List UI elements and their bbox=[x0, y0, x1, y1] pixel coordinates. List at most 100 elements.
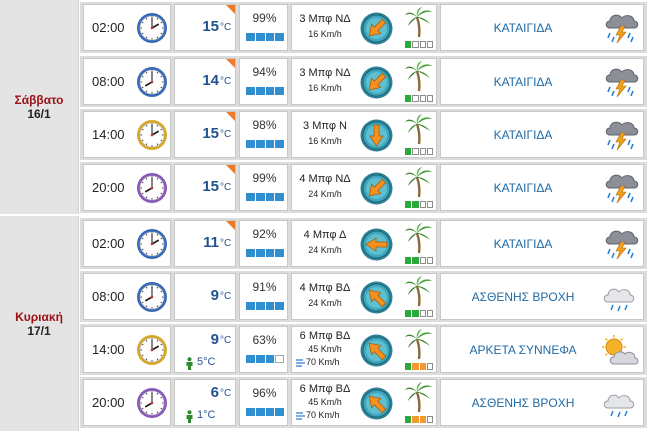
forecast-row[interactable]: 02:00 11 °C 92% 4 Μπφ Δ 24 Km/h ΚΑΤΑΙΓΙΔΑ bbox=[80, 218, 647, 269]
humidity-cell: 99% bbox=[239, 4, 288, 51]
humidity-cell: 94% bbox=[239, 58, 288, 105]
thunderstorm-icon bbox=[601, 65, 639, 101]
humidity-bar bbox=[246, 33, 284, 41]
condition-cell: ΑΣΘΕΝΗΣ ΒΡΟΧΗ bbox=[440, 273, 644, 320]
forecast-row[interactable]: 20:00 6 °C 1°C 96% 6 Μπφ ΒΔ 45 Km/h 70 Km/h ΑΣΘΕ… bbox=[80, 377, 647, 428]
temperature-cell: 15 °C bbox=[174, 111, 236, 158]
warning-flag-icon bbox=[226, 112, 235, 121]
humidity-segment bbox=[265, 140, 275, 148]
condition-cell: ΑΣΘΕΝΗΣ ΒΡΟΧΗ bbox=[440, 379, 644, 426]
temperature-unit: °C bbox=[220, 291, 232, 302]
palm-tree-icon bbox=[404, 275, 434, 307]
partly-cloudy-icon bbox=[601, 333, 639, 369]
wind-strength-segment bbox=[412, 41, 419, 48]
wind-direction-icon bbox=[360, 387, 393, 420]
palm-tree-icon bbox=[404, 113, 434, 145]
wind-direction-icon bbox=[360, 119, 393, 152]
temperature-unit: °C bbox=[220, 182, 232, 193]
forecast-row[interactable]: 14:00 9 °C 5°C 63% 6 Μπφ ΒΔ 45 Km/h 70 Km/h ΑΡΚΕ… bbox=[80, 324, 647, 375]
humidity-cell: 63% bbox=[239, 326, 288, 373]
wind-cell: 3 Μπφ ΝΔ 16 Km/h bbox=[291, 58, 437, 105]
wind-strength-bar bbox=[405, 148, 433, 155]
clock-icon bbox=[136, 172, 168, 204]
humidity-value: 99% bbox=[252, 171, 277, 185]
wind-strength-segment bbox=[412, 416, 419, 423]
wind-strength-segment bbox=[426, 416, 433, 423]
time-label: 02:00 bbox=[92, 236, 125, 251]
clock-icon bbox=[136, 66, 168, 98]
gust-icon bbox=[296, 411, 306, 420]
humidity-bar bbox=[246, 140, 284, 148]
condition-label: ΚΑΤΑΙΓΙΔΑ bbox=[493, 75, 553, 89]
wind-strength-segment bbox=[412, 310, 419, 317]
palm-tree-icon bbox=[404, 381, 434, 413]
humidity-segment bbox=[255, 33, 265, 41]
warning-flag-icon bbox=[226, 59, 235, 68]
wind-strength-segment bbox=[405, 416, 412, 423]
forecast-row[interactable]: 08:00 9 °C 91% 4 Μπφ ΒΔ 24 Km/h ΑΣΘΕΝΗΣ ΒΡΟΧΗ bbox=[80, 271, 647, 322]
time-label: 08:00 bbox=[92, 289, 125, 304]
time-label: 20:00 bbox=[92, 395, 125, 410]
temperature-unit: °C bbox=[220, 238, 232, 249]
humidity-segment bbox=[246, 87, 255, 95]
condition-cell: ΚΑΤΑΙΓΙΔΑ bbox=[440, 111, 644, 158]
light-rain-icon bbox=[601, 280, 639, 316]
thunderstorm-icon bbox=[601, 118, 639, 154]
wind-strength-segment bbox=[426, 148, 433, 155]
time-label: 02:00 bbox=[92, 20, 125, 35]
forecast-row[interactable]: 08:00 14 °C 94% 3 Μπφ ΝΔ 16 Km/h ΚΑΤΑΙΓΙΔΑ bbox=[80, 56, 647, 107]
wind-strength-segment bbox=[405, 201, 412, 208]
humidity-segment bbox=[275, 302, 284, 310]
wind-strength-bar bbox=[405, 363, 433, 370]
temperature-cell: 11 °C bbox=[174, 220, 236, 267]
day-cell: Κυριακή 17/1 bbox=[0, 216, 79, 431]
humidity-segment bbox=[246, 193, 255, 201]
condition-label: ΚΑΤΑΙΓΙΔΑ bbox=[493, 237, 553, 251]
temperature-unit: °C bbox=[220, 388, 232, 399]
wind-strength-segment bbox=[419, 95, 426, 102]
humidity-segment bbox=[246, 355, 255, 363]
time-cell: 02:00 bbox=[83, 4, 171, 51]
wind-gust-value: 70 Km/h bbox=[306, 410, 340, 420]
warning-flag-icon bbox=[226, 5, 235, 14]
wind-strength-segment bbox=[426, 201, 433, 208]
humidity-segment bbox=[275, 193, 284, 201]
wind-strength-segment bbox=[405, 95, 412, 102]
day-cell: Σάββατο 16/1 bbox=[0, 0, 79, 214]
humidity-value: 96% bbox=[252, 386, 277, 400]
humidity-segment bbox=[275, 408, 284, 416]
wind-strength-segment bbox=[426, 310, 433, 317]
wind-beaufort: 4 Μπφ Δ bbox=[303, 229, 347, 241]
humidity-segment bbox=[265, 302, 275, 310]
humidity-bar bbox=[246, 87, 284, 95]
time-cell: 14:00 bbox=[83, 326, 171, 373]
wind-gust: 70 Km/h bbox=[296, 410, 340, 420]
humidity-segment bbox=[246, 140, 255, 148]
humidity-cell: 96% bbox=[239, 379, 288, 426]
humidity-segment bbox=[246, 33, 255, 41]
light-rain-icon bbox=[601, 386, 639, 422]
humidity-bar bbox=[246, 355, 284, 363]
wind-cell: 4 Μπφ ΝΔ 24 Km/h bbox=[291, 164, 437, 211]
condition-cell: ΚΑΤΑΙΓΙΔΑ bbox=[440, 4, 644, 51]
wind-cell: 4 Μπφ ΒΔ 24 Km/h bbox=[291, 273, 437, 320]
wind-strength-bar bbox=[405, 41, 433, 48]
forecast-row[interactable]: 02:00 15 °C 99% 3 Μπφ ΝΔ 16 Km/h ΚΑΤΑΙΓΙΔΑ bbox=[80, 2, 647, 53]
thunderstorm-icon bbox=[601, 11, 639, 47]
humidity-segment bbox=[255, 193, 265, 201]
humidity-segment bbox=[255, 249, 265, 257]
humidity-segment bbox=[275, 249, 284, 257]
humidity-value: 99% bbox=[252, 11, 277, 25]
humidity-segment bbox=[255, 302, 265, 310]
time-cell: 14:00 bbox=[83, 111, 171, 158]
time-cell: 20:00 bbox=[83, 379, 171, 426]
humidity-cell: 91% bbox=[239, 273, 288, 320]
wind-strength-segment bbox=[426, 363, 433, 370]
condition-cell: ΚΑΤΑΙΓΙΔΑ bbox=[440, 164, 644, 211]
forecast-row[interactable]: 20:00 15 °C 99% 4 Μπφ ΝΔ 24 Km/h ΚΑΤΑΙΓΙΔΑ bbox=[80, 162, 647, 213]
person-icon bbox=[185, 410, 194, 423]
forecast-row[interactable]: 14:00 15 °C 98% 3 Μπφ Ν 16 Km/h ΚΑΤΑΙΓΙΔΑ bbox=[80, 109, 647, 160]
palm-tree-icon bbox=[404, 222, 434, 254]
wind-speed: 16 Km/h bbox=[308, 83, 342, 93]
humidity-value: 63% bbox=[252, 333, 277, 347]
